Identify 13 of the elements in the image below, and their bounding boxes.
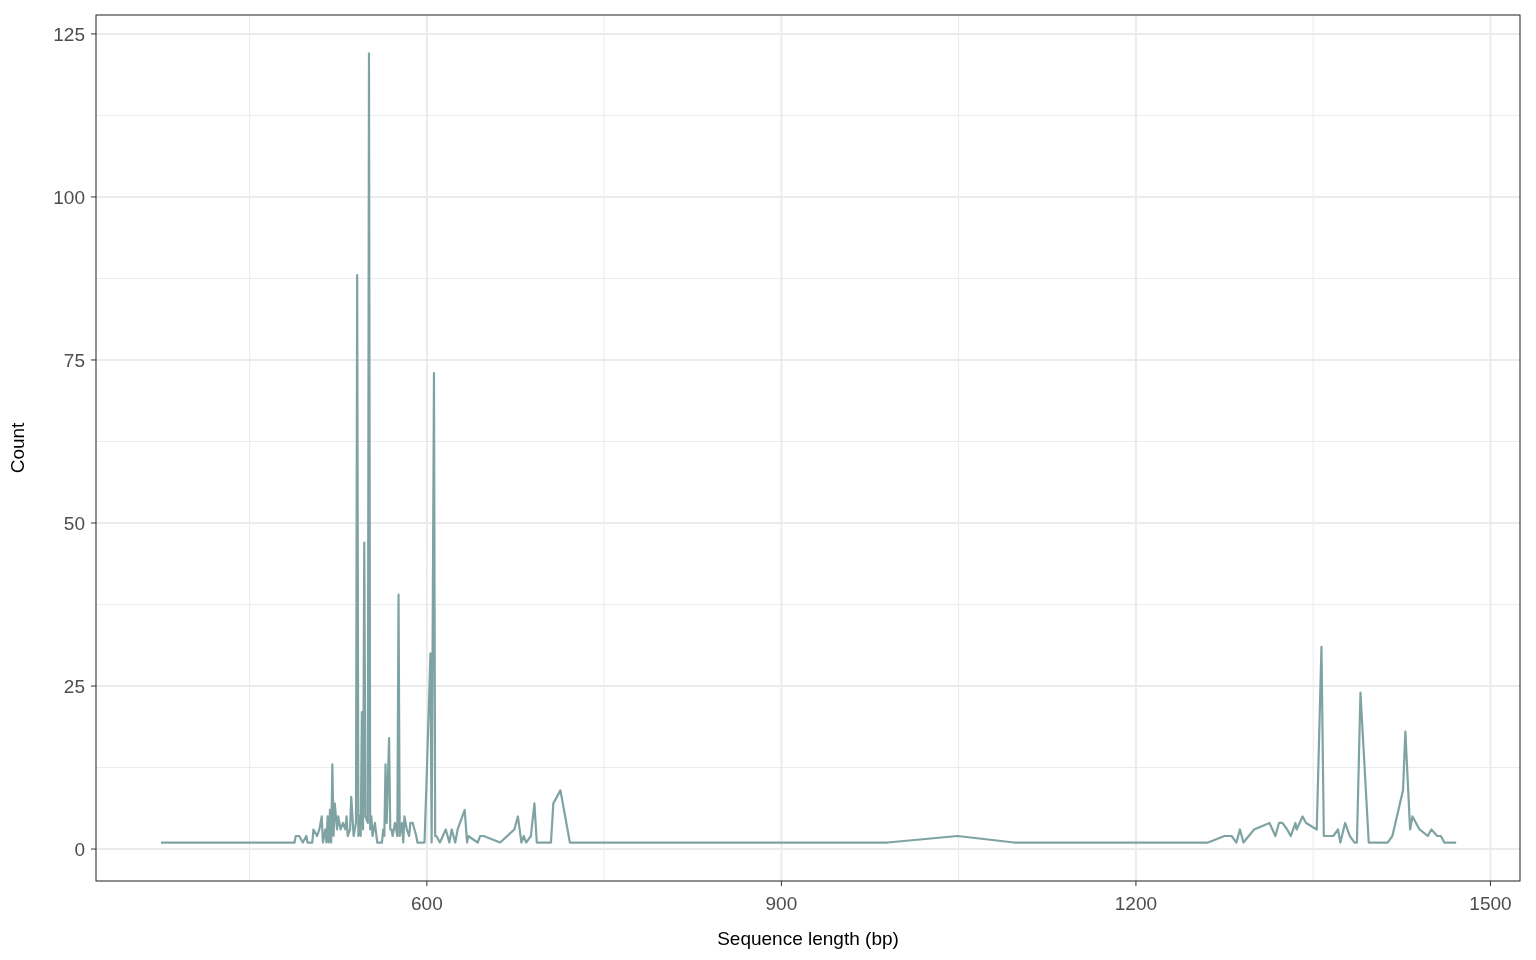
y-axis-title: Count	[7, 421, 28, 474]
x-axis-title: Sequence length (bp)	[717, 928, 899, 949]
x-tick-label: 900	[765, 893, 798, 914]
x-tick-label: 600	[411, 893, 443, 914]
y-tick-label: 100	[53, 186, 85, 208]
y-tick-label: 125	[53, 23, 85, 45]
line-series	[159, 52, 1458, 844]
y-tick-label: 25	[63, 676, 85, 698]
y-tick-label: 75	[63, 349, 85, 371]
y-tick-label: 0	[74, 839, 85, 861]
x-tick-label: 1200	[1114, 893, 1158, 914]
y-tick-label: 50	[63, 512, 85, 534]
x-tick-label: 1500	[1469, 893, 1512, 914]
